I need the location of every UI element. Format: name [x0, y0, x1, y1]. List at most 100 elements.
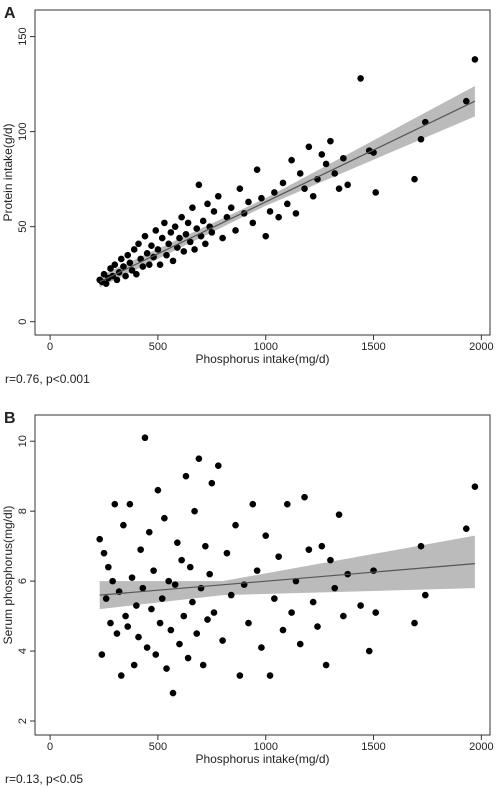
point: [258, 194, 265, 202]
point: [314, 623, 321, 630]
point: [124, 251, 132, 259]
point: [275, 213, 282, 221]
point: [275, 553, 282, 560]
y-tick-label: 8: [17, 508, 29, 514]
x-tick-label: 2000: [469, 341, 493, 353]
x-tick-label: 500: [149, 341, 167, 353]
point: [292, 210, 300, 217]
point: [107, 265, 114, 272]
x-tick-label: 2000: [469, 741, 493, 753]
point: [283, 200, 291, 208]
point: [206, 570, 213, 578]
point: [309, 598, 317, 606]
point: [245, 619, 252, 627]
point: [301, 493, 308, 501]
point: [178, 213, 185, 221]
point: [128, 267, 136, 274]
point: [111, 261, 119, 268]
point: [165, 240, 172, 248]
point: [318, 542, 326, 550]
point: [227, 204, 235, 211]
point: [100, 270, 108, 278]
point: [109, 577, 116, 585]
point: [186, 563, 194, 571]
point: [126, 500, 134, 508]
point: [210, 609, 218, 616]
point: [148, 242, 155, 249]
point: [331, 170, 339, 177]
point: [120, 263, 127, 270]
point: [145, 528, 153, 536]
point: [279, 626, 287, 634]
point: [357, 602, 364, 609]
point: [296, 170, 304, 177]
point: [335, 511, 343, 518]
point: [152, 651, 160, 658]
point: [163, 665, 170, 672]
point: [318, 151, 326, 158]
point: [154, 486, 162, 494]
point: [271, 189, 278, 196]
point: [167, 229, 175, 236]
point: [165, 577, 172, 585]
point: [411, 175, 418, 183]
y-tick-label: 100: [17, 122, 29, 140]
point: [208, 229, 216, 236]
point: [249, 500, 257, 508]
point: [100, 549, 108, 557]
x-tick-label: 500: [149, 741, 167, 753]
point: [279, 179, 287, 187]
point: [283, 500, 291, 508]
point: [193, 630, 201, 637]
point: [288, 609, 295, 616]
point: [305, 143, 313, 151]
y-axis-title: Serum phosphorus(mg/dl): [1, 506, 15, 645]
point: [331, 584, 339, 592]
point: [208, 479, 216, 487]
point: [111, 500, 119, 508]
point: [266, 208, 274, 215]
point: [113, 630, 121, 637]
point: [199, 217, 207, 225]
point: [249, 219, 257, 227]
point: [471, 483, 479, 490]
point: [102, 280, 110, 287]
point: [301, 185, 308, 192]
point: [296, 640, 304, 648]
point: [370, 567, 377, 574]
y-tick-label: 10: [17, 435, 29, 447]
point: [214, 192, 222, 200]
point: [137, 546, 144, 553]
fit-line: [99, 563, 475, 596]
point: [262, 532, 270, 539]
point: [462, 97, 470, 105]
point: [107, 619, 114, 627]
x-axis-title: Phosphorus intake(mg/d): [195, 752, 329, 766]
point: [145, 261, 153, 268]
point: [120, 521, 127, 529]
plot-frame: [34, 414, 491, 736]
x-tick-label: 1500: [361, 341, 385, 353]
point: [305, 546, 313, 553]
point: [143, 644, 151, 651]
x-tick-label: 1000: [253, 741, 277, 753]
y-axis-title: Protein intake(g/d): [1, 123, 15, 221]
point: [193, 225, 201, 232]
point: [117, 672, 125, 679]
point: [327, 137, 334, 145]
point: [292, 577, 300, 585]
point: [219, 637, 226, 644]
stats-note: r=0.76, p<0.001: [5, 372, 90, 386]
point: [105, 563, 112, 571]
point: [98, 651, 106, 658]
point: [327, 556, 334, 564]
point: [154, 246, 162, 253]
point: [189, 598, 196, 606]
point: [340, 154, 347, 162]
point: [232, 227, 239, 234]
point: [195, 455, 203, 463]
confidence-band: [99, 535, 475, 610]
point: [122, 272, 129, 280]
point: [322, 160, 330, 168]
point: [130, 246, 138, 253]
